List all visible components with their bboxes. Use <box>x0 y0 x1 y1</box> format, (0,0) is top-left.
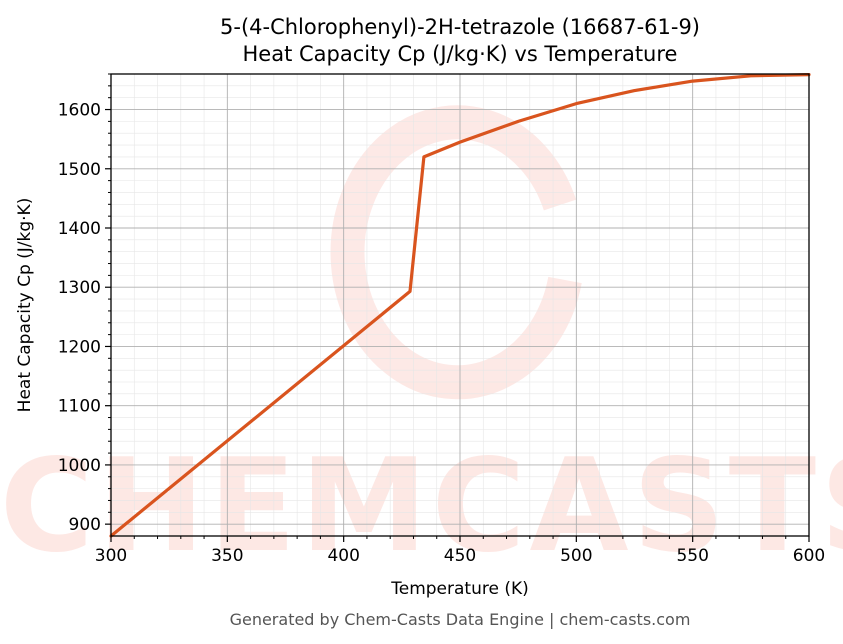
x-tick-label: 450 <box>444 546 476 566</box>
watermark: CHEMCASTS <box>0 105 843 581</box>
watermark-logo-ring <box>330 105 582 400</box>
y-tick-label: 1500 <box>58 160 101 180</box>
y-axis-label: Heat Capacity Cp (J/kg·K) <box>15 198 35 413</box>
series-line <box>109 72 811 538</box>
chart-title-line-2: Heat Capacity Cp (J/kg·K) vs Temperature <box>243 42 678 66</box>
major-grid <box>110 74 810 536</box>
x-tick-label: 350 <box>211 546 243 566</box>
footer-credit: Generated by Chem-Casts Data Engine | ch… <box>230 610 691 629</box>
y-tick-label: 1300 <box>58 278 101 298</box>
plot-lines <box>109 72 811 538</box>
y-tick-label: 1200 <box>58 337 101 357</box>
x-tick-label: 550 <box>676 546 708 566</box>
y-tick-label: 1400 <box>58 219 101 239</box>
x-axis-label: Temperature (K) <box>390 579 529 599</box>
y-tick-label: 900 <box>69 515 101 535</box>
x-tick-label: 300 <box>95 546 127 566</box>
chart-title-line-1: 5-(4-Chlorophenyl)-2H-tetrazole (16687-6… <box>220 15 700 39</box>
y-tick-label: 1600 <box>58 101 101 121</box>
x-tick-label: 600 <box>793 546 825 566</box>
y-axis-ticks: 900 1000 1100 1200 1300 1400 1500 1600 <box>58 73 111 535</box>
y-tick-label: 1100 <box>58 397 101 417</box>
y-tick-label: 1000 <box>58 456 101 476</box>
x-axis-ticks: 300 350 400 450 500 550 600 <box>95 536 825 566</box>
watermark-text: CHEMCASTS <box>0 432 843 581</box>
x-tick-label: 400 <box>327 546 359 566</box>
x-tick-label: 500 <box>560 546 592 566</box>
